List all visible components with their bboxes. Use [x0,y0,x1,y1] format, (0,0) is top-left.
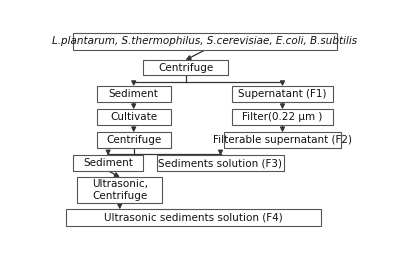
Text: Centrifuge: Centrifuge [158,63,213,73]
Text: Sediment: Sediment [109,89,159,99]
Text: Ultrasonic sediments solution (F4): Ultrasonic sediments solution (F4) [104,213,283,223]
FancyBboxPatch shape [232,109,333,125]
FancyBboxPatch shape [77,177,162,203]
Text: Cultivate: Cultivate [110,112,157,122]
FancyBboxPatch shape [97,132,170,148]
Text: L.plantarum, S.thermophilus, S.cerevisiae, E.coli, B.subtilis: L.plantarum, S.thermophilus, S.cerevisia… [52,37,358,47]
FancyBboxPatch shape [73,33,337,50]
Text: Filterable supernatant (F2): Filterable supernatant (F2) [213,135,352,145]
FancyBboxPatch shape [73,155,143,171]
Text: Filter(0.22 μm ): Filter(0.22 μm ) [242,112,323,122]
Text: Sediments solution (F3): Sediments solution (F3) [158,158,282,168]
Text: Supernatant (F1): Supernatant (F1) [238,89,327,99]
FancyBboxPatch shape [156,155,284,171]
FancyBboxPatch shape [232,86,333,102]
Text: Ultrasonic,
Centrifuge: Ultrasonic, Centrifuge [92,179,148,201]
FancyBboxPatch shape [97,109,170,125]
Text: Sediment: Sediment [83,158,133,168]
FancyBboxPatch shape [66,209,321,226]
FancyBboxPatch shape [97,86,170,102]
FancyBboxPatch shape [143,60,228,75]
Text: Centrifuge: Centrifuge [106,135,161,145]
FancyBboxPatch shape [224,132,341,148]
